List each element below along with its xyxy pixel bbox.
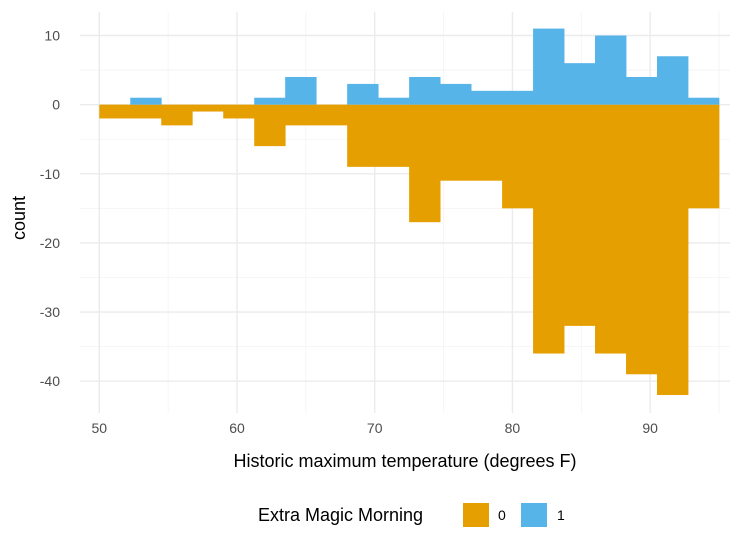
bar-series-1	[564, 63, 596, 105]
bar-series-0	[440, 104, 472, 181]
series-0-bars	[99, 104, 720, 396]
bar-series-1	[254, 97, 286, 105]
bar-series-1	[471, 90, 503, 105]
bar-series-1	[595, 35, 627, 105]
bar-series-0	[285, 104, 317, 126]
y-tick-label: -10	[40, 166, 60, 182]
bar-series-0	[130, 104, 162, 119]
bar-series-1	[130, 97, 162, 105]
x-tick-label: 90	[642, 420, 658, 436]
bar-series-1	[347, 83, 379, 105]
x-tick-label: 80	[505, 420, 521, 436]
legend-swatch-0	[463, 503, 489, 527]
bar-series-0	[99, 104, 131, 119]
bar-series-0	[409, 104, 441, 223]
legend-label-0: 0	[498, 507, 506, 523]
bar-series-0	[192, 104, 224, 112]
bar-series-0	[564, 104, 596, 326]
y-tick-label: -40	[40, 373, 60, 389]
legend-swatch-1	[521, 503, 547, 527]
legend: Extra Magic Morning 0 1	[258, 503, 565, 527]
bar-series-0	[254, 104, 286, 147]
legend-title: Extra Magic Morning	[258, 505, 423, 525]
series-1-bars	[130, 28, 720, 105]
y-tick-label: 0	[52, 97, 60, 113]
bar-series-1	[657, 56, 689, 105]
bar-series-0	[533, 104, 565, 354]
bar-series-1	[409, 76, 441, 105]
y-tick-label: -20	[40, 235, 60, 251]
x-tick-label: 60	[229, 420, 245, 436]
bar-series-1	[533, 28, 565, 105]
y-tick-label: -30	[40, 304, 60, 320]
bar-series-0	[626, 104, 658, 375]
y-axis-title: count	[9, 196, 29, 240]
x-tick-label: 50	[91, 420, 107, 436]
bar-series-0	[657, 104, 689, 396]
bar-series-0	[595, 104, 627, 354]
y-tick-label: 10	[44, 28, 60, 44]
legend-label-1: 1	[557, 507, 565, 523]
bar-series-1	[440, 83, 472, 105]
bar-series-0	[378, 104, 410, 167]
bar-series-1	[285, 76, 317, 105]
bar-series-0	[347, 104, 379, 167]
bar-series-1	[688, 97, 720, 105]
bar-series-0	[471, 104, 503, 181]
bar-series-0	[688, 104, 720, 209]
bar-series-0	[223, 104, 255, 119]
bar-series-0	[502, 104, 534, 209]
bar-series-1	[626, 76, 658, 105]
bar-series-1	[378, 97, 410, 105]
x-axis-title: Historic maximum temperature (degrees F)	[233, 451, 576, 471]
bar-series-1	[502, 90, 534, 105]
bar-series-0	[161, 104, 193, 126]
bar-series-0	[316, 104, 348, 126]
x-tick-label: 70	[367, 420, 383, 436]
